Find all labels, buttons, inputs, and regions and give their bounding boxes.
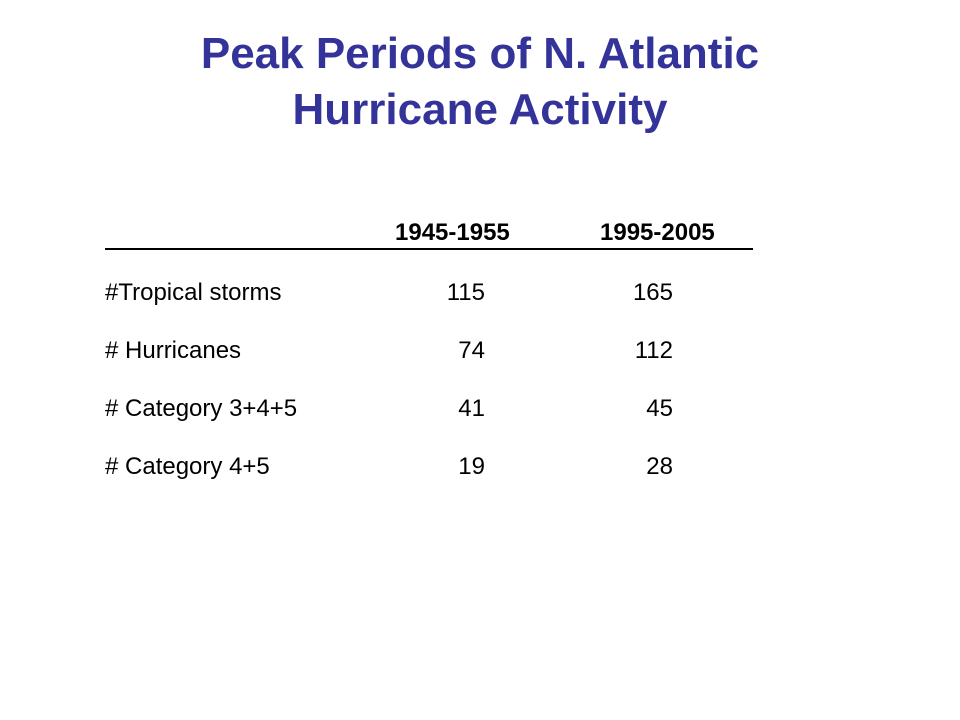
table-row: #Tropical storms 115 165 [0, 278, 960, 308]
title-line-1: Peak Periods of N. Atlantic [200, 29, 760, 78]
title-line-2: Hurricane Activity [292, 85, 668, 134]
cell-1995-2005: 165 [632, 279, 673, 306]
cell-1995-2005: 28 [646, 453, 673, 480]
table-row: # Hurricanes 74 112 [0, 336, 960, 366]
cell-1995-2005: 45 [646, 395, 673, 422]
row-label: # Category 4+5 [105, 453, 270, 480]
slide-title: Peak Periods of N. Atlantic Hurricane Ac… [0, 26, 960, 138]
table-row: # Category 4+5 19 28 [0, 452, 960, 482]
cell-1995-2005: 112 [634, 337, 673, 364]
cell-1945-1955: 74 [458, 337, 485, 364]
row-label: #Tropical storms [105, 279, 282, 306]
table-row: # Category 3+4+5 41 45 [0, 394, 960, 424]
row-label: # Category 3+4+5 [105, 395, 298, 422]
cell-1945-1955: 19 [458, 453, 485, 480]
cell-1945-1955: 41 [458, 395, 485, 422]
column-header-1995-2005: 1995-2005 [600, 219, 715, 246]
header-underline [105, 248, 753, 250]
column-header-1945-1955: 1945-1955 [395, 219, 510, 246]
cell-1945-1955: 115 [446, 279, 485, 306]
row-label: # Hurricanes [105, 337, 242, 364]
